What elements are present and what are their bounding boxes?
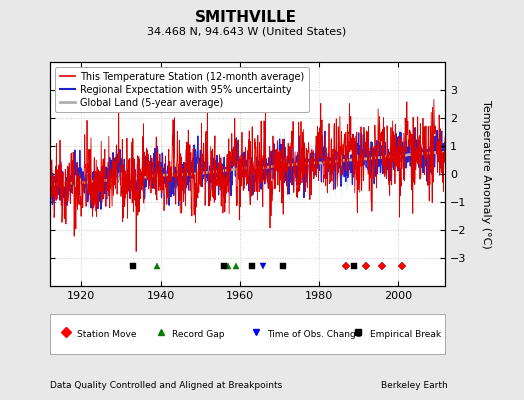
Text: 34.468 N, 94.643 W (United States): 34.468 N, 94.643 W (United States)	[147, 26, 346, 36]
Text: Record Gap: Record Gap	[172, 330, 225, 339]
Legend: This Temperature Station (12-month average), Regional Expectation with 95% uncer: This Temperature Station (12-month avera…	[54, 67, 309, 112]
Y-axis label: Temperature Anomaly (°C): Temperature Anomaly (°C)	[481, 100, 490, 248]
Text: SMITHVILLE: SMITHVILLE	[195, 10, 297, 25]
Text: Berkeley Earth: Berkeley Earth	[381, 381, 448, 390]
Text: Station Move: Station Move	[78, 330, 137, 339]
Text: Empirical Break: Empirical Break	[370, 330, 441, 339]
Text: Time of Obs. Change: Time of Obs. Change	[267, 330, 362, 339]
Text: Data Quality Controlled and Aligned at Breakpoints: Data Quality Controlled and Aligned at B…	[50, 381, 282, 390]
